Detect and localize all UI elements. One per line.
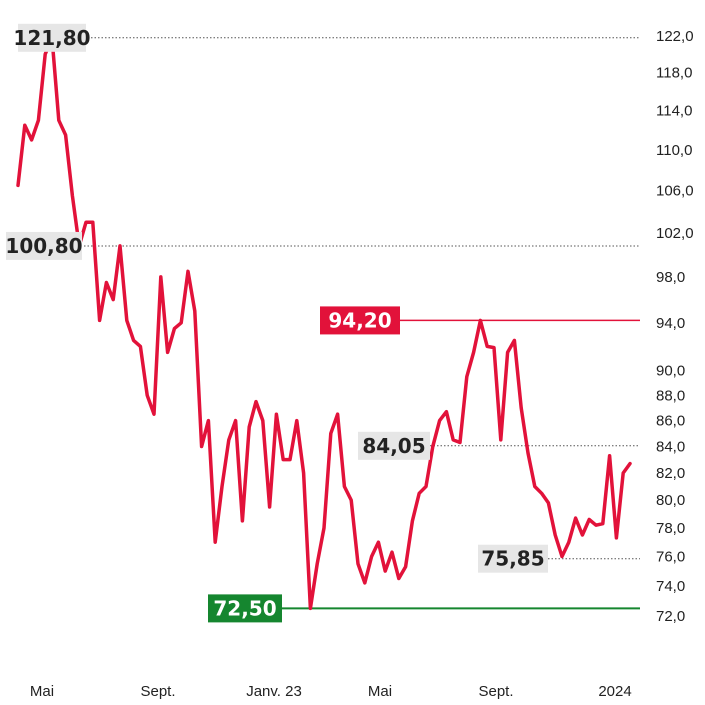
y-tick-label: 102,0 (656, 225, 694, 242)
annotation-label: 100,80 (5, 234, 82, 258)
annotation-label: 72,50 (213, 596, 276, 620)
y-tick-label: 74,0 (656, 578, 685, 595)
x-tick-label: Janv. 23 (246, 683, 302, 700)
y-tick-label: 72,0 (656, 608, 685, 625)
annotation-box (358, 431, 430, 460)
y-tick-label: 76,0 (656, 549, 685, 566)
y-axis-ticks: 72,0 74,0 76,0 78,0 80,0 82,0 84,0 86,0 88,0 90,0… (656, 28, 694, 625)
y-tick-label: 82,0 (656, 465, 685, 482)
annotations: 121,80 100,80 94,20 84,05 75,85 72,50 (5, 23, 548, 623)
series-group (16, 36, 632, 611)
y-tick-label: 88,0 (656, 387, 685, 404)
x-tick-label: Mai (30, 683, 54, 700)
x-tick-label: 2024 (598, 683, 631, 700)
y-tick-label: 110,0 (656, 142, 692, 159)
y-tick-label: 106,0 (656, 183, 694, 200)
x-tick-label: Sept. (140, 683, 175, 700)
y-tick-label: 94,0 (656, 315, 685, 332)
annotation-label: 94,20 (328, 308, 391, 332)
annotation-label: 121,80 (13, 26, 90, 50)
annotation-label: 75,85 (481, 547, 544, 571)
x-tick-label: Sept. (478, 683, 513, 700)
y-tick-label: 86,0 (656, 413, 685, 430)
annotation-label: 84,05 (362, 434, 425, 458)
annotation-box (320, 306, 400, 335)
y-tick-label: 84,0 (656, 438, 685, 455)
y-tick-label: 80,0 (656, 492, 685, 509)
x-axis-ticks: Mai Sept. Janv. 23 Mai Sept. 2024 (30, 683, 632, 700)
annotation-box (208, 594, 282, 623)
y-tick-label: 98,0 (656, 269, 685, 286)
series-line (16, 36, 632, 611)
y-tick-label: 118,0 (656, 65, 692, 82)
annotation-box (478, 544, 548, 573)
y-tick-label: 114,0 (656, 103, 692, 120)
annotation-box (18, 23, 86, 52)
y-tick-label: 90,0 (656, 363, 685, 380)
y-tick-label: 78,0 (656, 520, 685, 537)
x-tick-label: Mai (368, 683, 392, 700)
annotation-box (6, 231, 82, 260)
reference-lines (84, 37, 640, 610)
y-tick-label: 122,0 (656, 28, 694, 45)
